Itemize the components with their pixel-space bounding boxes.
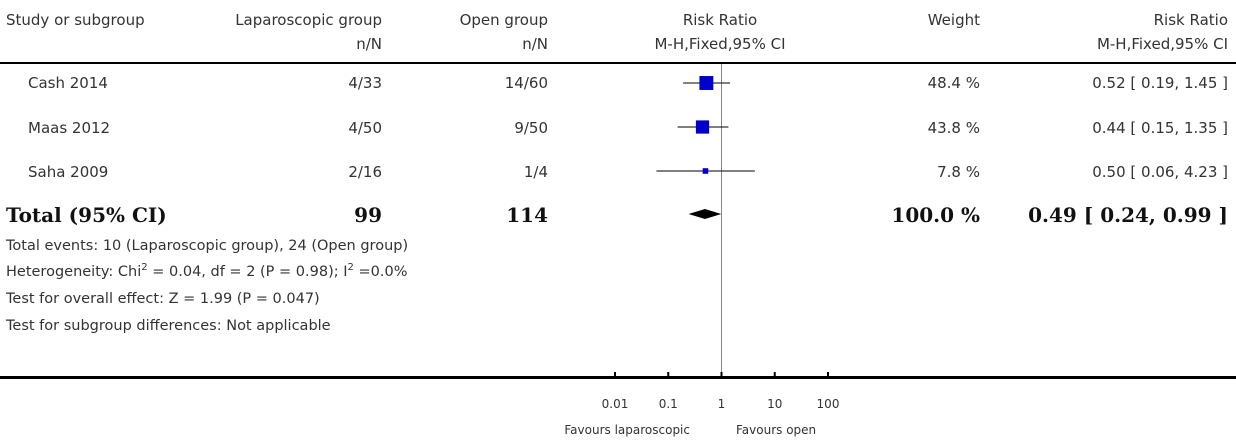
header-rule [0,62,1236,64]
footnote-heterogeneity: Heterogeneity: Chi2 = 0.04, df = 2 (P = … [6,262,408,282]
study-weight: 48.4 % [927,74,980,92]
study-exp: 4/50 [348,119,382,137]
het-mid: = 0.04, df = 2 (P = 0.98); I [147,264,348,280]
study-ctrl: 9/50 [514,119,548,137]
study-effect-square [695,120,710,134]
study-name: Maas 2012 [28,119,111,137]
footnote-subgroup: Test for subgroup differences: Not appli… [6,318,331,334]
total-ctrl: 114 [506,203,548,227]
header-effect-ci: Risk Ratio [1153,11,1228,29]
het-post: =0.0% [353,264,408,280]
header-exp-sub: n/N [356,35,382,53]
study-exp: 4/33 [348,74,382,92]
header-ctrl-sub: n/N [522,35,548,53]
header-ctrl-group: Open group [459,11,548,29]
study-effect-square [702,168,709,174]
header-exp-group: Laparoscopic group [235,11,382,29]
het-sup2: 2 [347,262,354,274]
axis-tick-label: 0.01 [602,397,629,411]
het-sup1: 2 [141,262,148,274]
total-weight: 100.0 % [891,203,980,227]
favours-right-label: Favours open [736,423,817,437]
axis-tick-label: 100 [817,397,840,411]
study-exp: 2/16 [348,163,382,181]
study-ci-text: 0.50 [ 0.06, 4.23 ] [1092,163,1228,181]
study-name: Cash 2014 [28,74,108,92]
study-ci-text: 0.52 [ 0.19, 1.45 ] [1092,74,1228,92]
study-ci-text: 0.44 [ 0.15, 1.35 ] [1092,119,1228,137]
total-exp: 99 [354,203,382,227]
header-weight: Weight [927,11,980,29]
header-effect: Risk Ratio [682,11,758,29]
total-ci-text: 0.49 [ 0.24, 0.99 ] [1028,203,1228,227]
header-method-ci: M-H,Fixed,95% CI [1096,35,1228,53]
study-weight: 43.8 % [927,119,980,137]
study-ctrl: 1/4 [523,163,548,181]
header-method: M-H,Fixed,95% CI [654,35,786,53]
study-effect-square [699,76,714,90]
study-ctrl: 14/60 [504,74,548,92]
pooled-diamond [688,209,722,219]
bottom-rule [0,376,1236,379]
axis-tick-label: 0.1 [659,397,678,411]
total-label: Total (95% CI) [6,203,167,227]
header-study: Study or subgroup [6,11,145,29]
footnote-events: Total events: 10 (Laparoscopic group), 2… [6,238,409,254]
het-pre: Heterogeneity: Chi [6,264,142,280]
favours-left-label: Favours laparoscopic [564,423,690,437]
axis-tick-label: 1 [718,397,726,411]
axis-tick-label: 10 [767,397,782,411]
footnote-overall-effect: Test for overall effect: Z = 1.99 (P = 0… [6,291,320,307]
study-name: Saha 2009 [28,163,109,181]
study-weight: 7.8 % [937,163,980,181]
